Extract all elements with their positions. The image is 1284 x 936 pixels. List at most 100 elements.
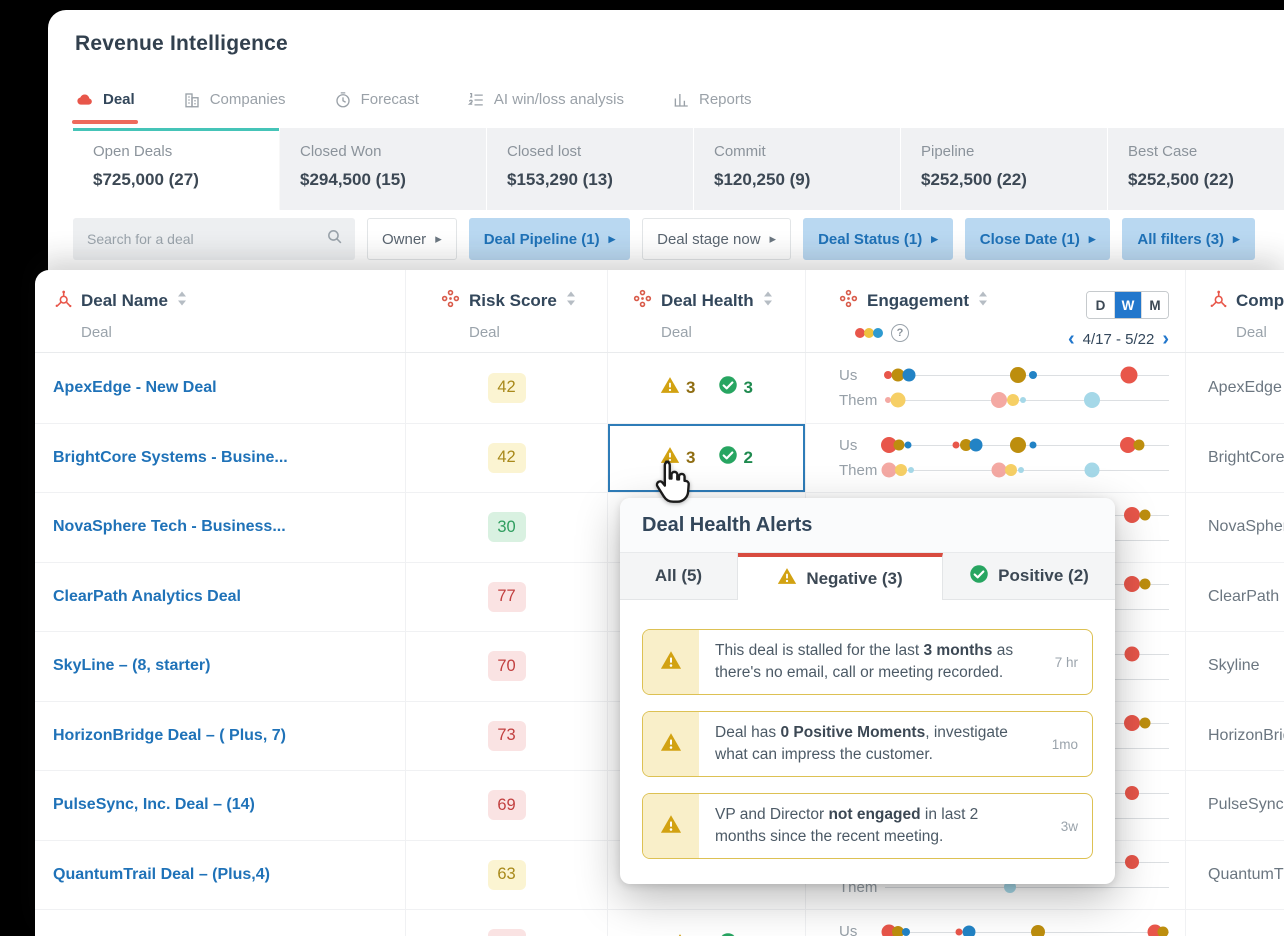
popup-title: Deal Health Alerts	[620, 498, 1115, 553]
column-header-deal-health[interactable]: Deal Health Deal	[607, 270, 805, 352]
check-icon	[718, 375, 738, 400]
caret-right-icon: ▸	[1088, 231, 1096, 246]
deal-name-link[interactable]: NovaSphere Tech - Business...	[53, 518, 286, 536]
sort-icon[interactable]	[978, 290, 988, 312]
page-title: Revenue Intelligence	[75, 32, 288, 55]
column-label: Company	[1236, 291, 1284, 310]
help-icon[interactable]: ?	[891, 324, 909, 342]
engagement-dot	[904, 441, 912, 449]
summary-card-best-case[interactable]: Best Case $252,500 (22)	[1108, 128, 1284, 210]
deal-health-cell[interactable]: 3 2	[607, 423, 805, 492]
risk-score-badge: 30	[487, 512, 526, 543]
granularity-m[interactable]: M	[1141, 292, 1168, 318]
column-header-risk-score[interactable]: Risk Score Deal	[405, 270, 607, 352]
summary-label: Closed lost	[507, 143, 582, 160]
column-label: Deal Name	[81, 291, 168, 310]
deal-name-cell: ApexEdge - New Deal	[35, 353, 405, 423]
sort-icon[interactable]	[177, 290, 187, 312]
deal-health-cell[interactable]	[607, 701, 805, 770]
engagement-timeline: Them	[839, 460, 1169, 480]
filter-chip-all-filters-3[interactable]: All filters (3) ▸	[1122, 218, 1255, 260]
app-flower-icon	[441, 289, 460, 313]
filter-chip-close-date-1[interactable]: Close Date (1) ▸	[964, 218, 1111, 260]
nav-tab-ai-win-loss-analysis[interactable]: AI win/loss analysis	[467, 91, 624, 109]
alert-timestamp: 7 hr	[1054, 654, 1078, 670]
hubspot-icon	[53, 289, 72, 313]
engagement-dot	[1010, 437, 1027, 454]
summary-card-closed-lost[interactable]: Closed lost $153,290 (13)	[487, 128, 693, 210]
summary-value: $725,000 (27)	[93, 170, 199, 189]
deal-name-link[interactable]: SkyLine – (8, starter)	[53, 657, 211, 675]
deal-name-link[interactable]: PulseSync, Inc. Deal – (14)	[53, 796, 255, 814]
engagement-line	[883, 365, 1169, 385]
filter-chip-deal-stage-now[interactable]: Deal stage now ▸	[642, 218, 792, 260]
popup-tab-positive-2[interactable]: Positive (2)	[943, 553, 1115, 600]
engagement-dot	[1019, 397, 1026, 404]
popup-tabs: All (5) Negative (3) Positive (2)	[620, 553, 1115, 600]
alert-card[interactable]: Deal has 0 Positive Moments, investigate…	[642, 711, 1093, 777]
sort-icon[interactable]	[566, 290, 576, 312]
search-input[interactable]	[85, 230, 326, 248]
engagement-dot	[962, 925, 976, 936]
summary-card-commit[interactable]: Commit $120,250 (9)	[694, 128, 900, 210]
nav-tab-deal[interactable]: Deal	[72, 90, 138, 124]
summary-label: Closed Won	[300, 143, 382, 160]
filter-chip-owner[interactable]: Owner ▸	[367, 218, 457, 260]
risk-score-cell: 69	[405, 771, 607, 840]
nav-tab-forecast[interactable]: Forecast	[334, 91, 419, 109]
popup-tab-all-5[interactable]: All (5)	[620, 553, 738, 600]
popup-tab-negative-3[interactable]: Negative (3)	[738, 553, 943, 600]
deal-name-link[interactable]: BrightCore Systems - Busine...	[53, 448, 288, 466]
sort-icon[interactable]	[763, 290, 773, 312]
alert-card[interactable]: VP and Director not engaged in last 2 mo…	[642, 793, 1093, 859]
column-sublabel: Deal	[81, 324, 112, 341]
company-cell	[1185, 910, 1284, 936]
risk-score-cell: 30	[405, 493, 607, 562]
engagement-dot	[1124, 715, 1141, 732]
search-box[interactable]	[73, 218, 355, 260]
deal-name-link[interactable]: ApexEdge - New Deal	[53, 378, 217, 396]
column-header-company[interactable]: Company Deal	[1185, 270, 1284, 352]
nav-tab-reports[interactable]: Reports	[672, 91, 752, 109]
granularity-d[interactable]: D	[1087, 292, 1114, 318]
engagement-dot	[952, 441, 960, 449]
date-range-label: 4/17 - 5/22	[1082, 330, 1155, 348]
column-header-deal-name[interactable]: Deal Name Deal	[35, 270, 405, 352]
caret-right-icon: ▸	[769, 231, 777, 246]
summary-card-open-deals[interactable]: Open Deals $725,000 (27)	[73, 128, 279, 210]
filter-chip-deal-status-1[interactable]: Deal Status (1) ▸	[803, 218, 953, 260]
deal-health-cell[interactable]	[607, 771, 805, 840]
deal-health-cell[interactable]: 3 3	[607, 353, 805, 423]
legend-dot-blue-icon	[873, 328, 883, 338]
company-cell: QuantumTrail	[1185, 840, 1284, 909]
engagement-line	[881, 460, 1169, 480]
deal-health-cell[interactable]	[607, 840, 805, 909]
engagement-dot	[1133, 439, 1145, 451]
nav-tab-companies[interactable]: Companies	[183, 91, 286, 109]
engagement-dot	[1029, 441, 1037, 449]
deal-health-cell[interactable]	[607, 632, 805, 701]
filter-chip-deal-pipeline-1[interactable]: Deal Pipeline (1) ▸	[468, 218, 631, 260]
deal-health-cell[interactable]	[607, 910, 805, 936]
engagement-dot	[881, 462, 897, 478]
summary-card-pipeline[interactable]: Pipeline $252,500 (22)	[901, 128, 1107, 210]
deal-health-cell[interactable]	[607, 562, 805, 631]
alert-message: This deal is stalled for the last 3 mont…	[715, 641, 1014, 681]
company-cell: Skyline	[1185, 632, 1284, 701]
deal-name-link[interactable]: ClearPath Analytics Deal	[53, 587, 241, 605]
granularity-w[interactable]: W	[1114, 292, 1141, 318]
date-range: ‹ 4/17 - 5/22 ›	[1068, 329, 1169, 349]
alert-severity-strip	[643, 712, 699, 776]
engagement-line	[881, 435, 1169, 455]
deal-name-link[interactable]: QuantumTrail Deal – (Plus,4)	[53, 865, 270, 883]
engagement-dot	[1139, 578, 1151, 590]
next-arrow-icon[interactable]: ›	[1162, 328, 1169, 350]
engagement-dot	[1031, 924, 1046, 936]
deal-name-link[interactable]: HorizonBridge Deal – ( Plus, 7)	[53, 726, 286, 744]
alert-timestamp: 1mo	[1051, 736, 1078, 752]
alert-card[interactable]: This deal is stalled for the last 3 mont…	[642, 629, 1093, 695]
prev-arrow-icon[interactable]: ‹	[1067, 328, 1075, 350]
summary-card-closed-won[interactable]: Closed Won $294,500 (15)	[280, 128, 486, 210]
deal-health-cell[interactable]	[607, 493, 805, 562]
